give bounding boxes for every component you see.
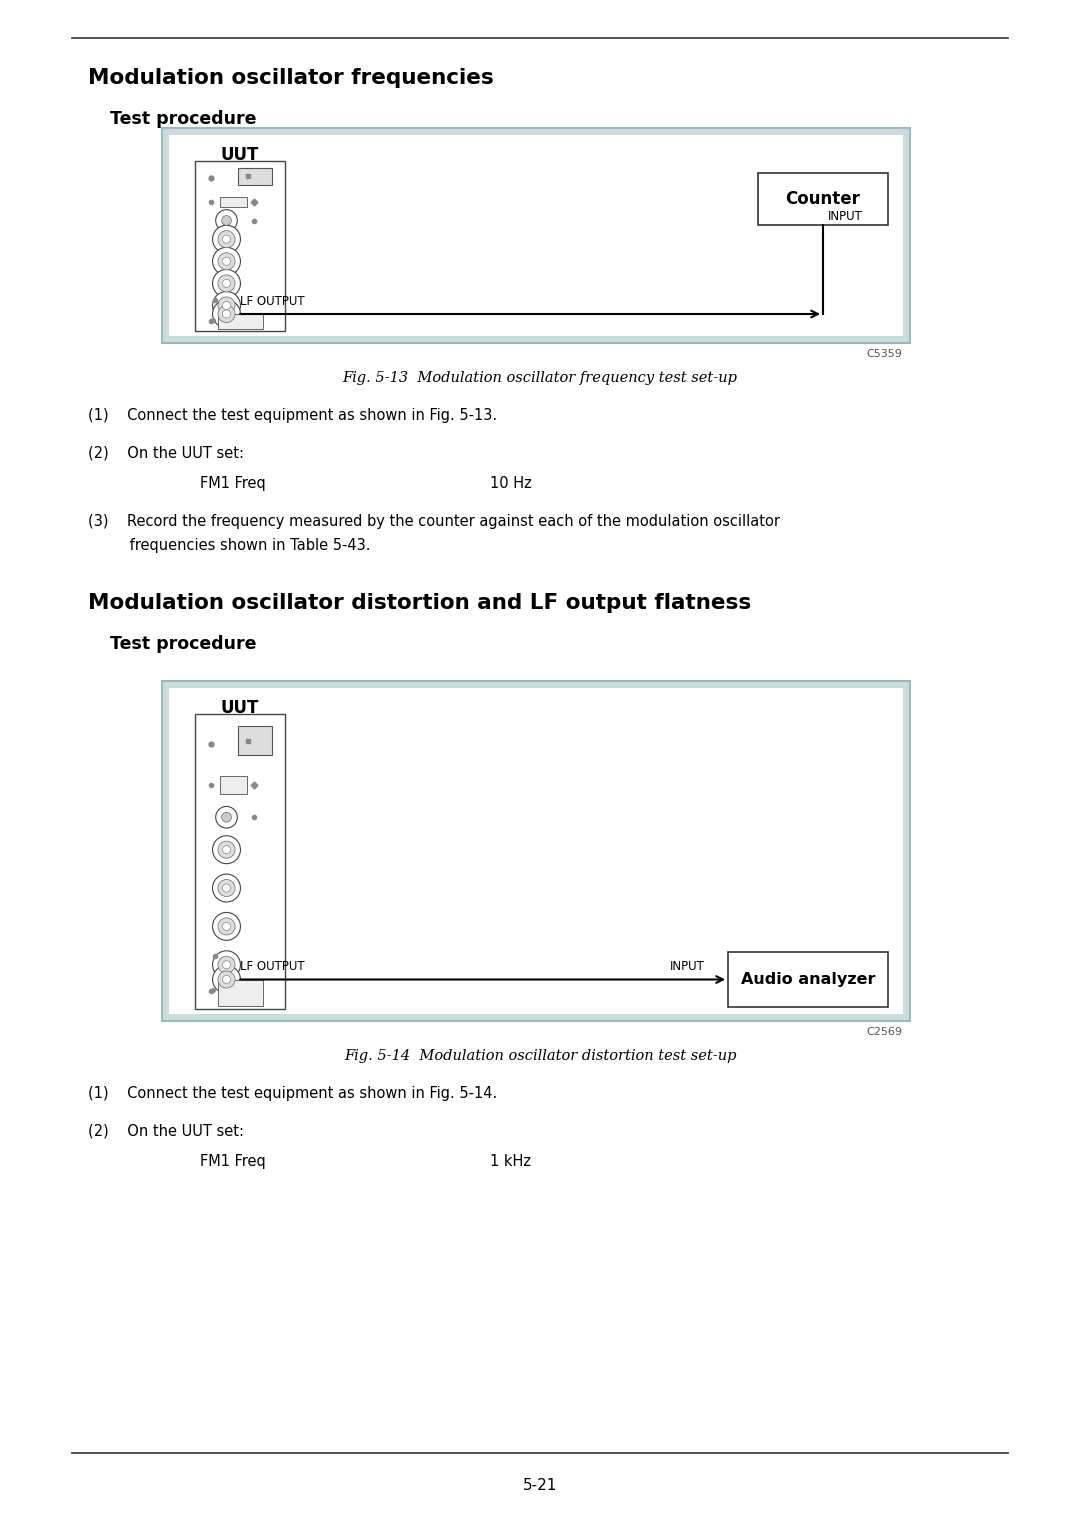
Bar [758,173,888,225]
Circle shape [213,299,241,329]
Circle shape [213,292,241,319]
Circle shape [222,885,230,892]
Bar [217,979,262,1005]
Circle shape [218,840,235,859]
Bar [195,160,285,332]
Bar [195,714,285,1008]
Circle shape [218,296,235,315]
Text: C2569: C2569 [866,1027,902,1038]
Text: LF OUTPUT: LF OUTPUT [240,295,305,309]
Circle shape [222,961,230,969]
Text: UUT: UUT [220,698,258,717]
Bar [220,197,247,206]
Text: 1 kHz: 1 kHz [490,1154,531,1169]
Text: (3)    Record the frequency measured by the counter against each of the modulati: (3) Record the frequency measured by the… [87,513,780,529]
Circle shape [222,845,230,854]
Text: INPUT: INPUT [670,961,705,973]
Bar [162,128,910,342]
Circle shape [213,225,241,254]
Text: Modulation oscillator frequencies: Modulation oscillator frequencies [87,69,494,89]
Circle shape [222,975,230,984]
Bar [220,776,247,793]
Circle shape [216,807,238,828]
Circle shape [213,966,241,993]
Text: frequencies shown in Table 5-43.: frequencies shown in Table 5-43. [87,538,370,553]
Circle shape [222,257,230,266]
Circle shape [213,836,241,863]
Circle shape [213,950,241,979]
Text: (2)    On the UUT set:: (2) On the UUT set: [87,1125,244,1138]
Circle shape [213,269,241,298]
Circle shape [218,918,235,935]
Bar [162,681,910,1021]
Text: (2)    On the UUT set:: (2) On the UUT set: [87,446,244,461]
Text: (1)    Connect the test equipment as shown in Fig. 5-14.: (1) Connect the test equipment as shown … [87,1086,497,1102]
Circle shape [221,215,231,225]
Text: Counter: Counter [785,189,861,208]
Text: INPUT: INPUT [828,209,863,223]
Text: (1)    Connect the test equipment as shown in Fig. 5-13.: (1) Connect the test equipment as shown … [87,408,497,423]
Bar [168,688,903,1015]
Text: UUT: UUT [220,147,258,163]
Circle shape [221,813,231,822]
Bar [217,313,262,330]
Text: LF OUTPUT: LF OUTPUT [240,961,305,973]
Text: C5359: C5359 [866,348,902,359]
Text: Modulation oscillator distortion and LF output flatness: Modulation oscillator distortion and LF … [87,593,752,613]
Bar [168,134,903,336]
Text: Test procedure: Test procedure [110,110,257,128]
Text: Test procedure: Test procedure [110,636,257,652]
Bar [239,168,272,185]
Circle shape [218,880,235,897]
Text: 10 Hz: 10 Hz [490,477,531,490]
Circle shape [222,280,230,287]
Text: Audio analyzer: Audio analyzer [741,972,875,987]
Bar [239,726,272,755]
Bar [728,952,888,1007]
Circle shape [222,235,230,243]
Text: FM1 Freq: FM1 Freq [200,477,266,490]
Circle shape [218,970,235,989]
Circle shape [218,957,235,973]
Circle shape [218,252,235,270]
Circle shape [222,923,230,931]
Circle shape [222,310,230,318]
Circle shape [213,874,241,902]
Circle shape [213,248,241,275]
Text: FM1 Freq: FM1 Freq [200,1154,266,1169]
Circle shape [216,209,238,231]
Circle shape [222,301,230,310]
Circle shape [218,306,235,322]
Circle shape [213,912,241,940]
Text: Fig. 5-14  Modulation oscillator distortion test set-up: Fig. 5-14 Modulation oscillator distorti… [343,1050,737,1063]
Text: 5-21: 5-21 [523,1478,557,1493]
Circle shape [218,275,235,292]
Text: Fig. 5-13  Modulation oscillator frequency test set-up: Fig. 5-13 Modulation oscillator frequenc… [342,371,738,385]
Circle shape [218,231,235,248]
